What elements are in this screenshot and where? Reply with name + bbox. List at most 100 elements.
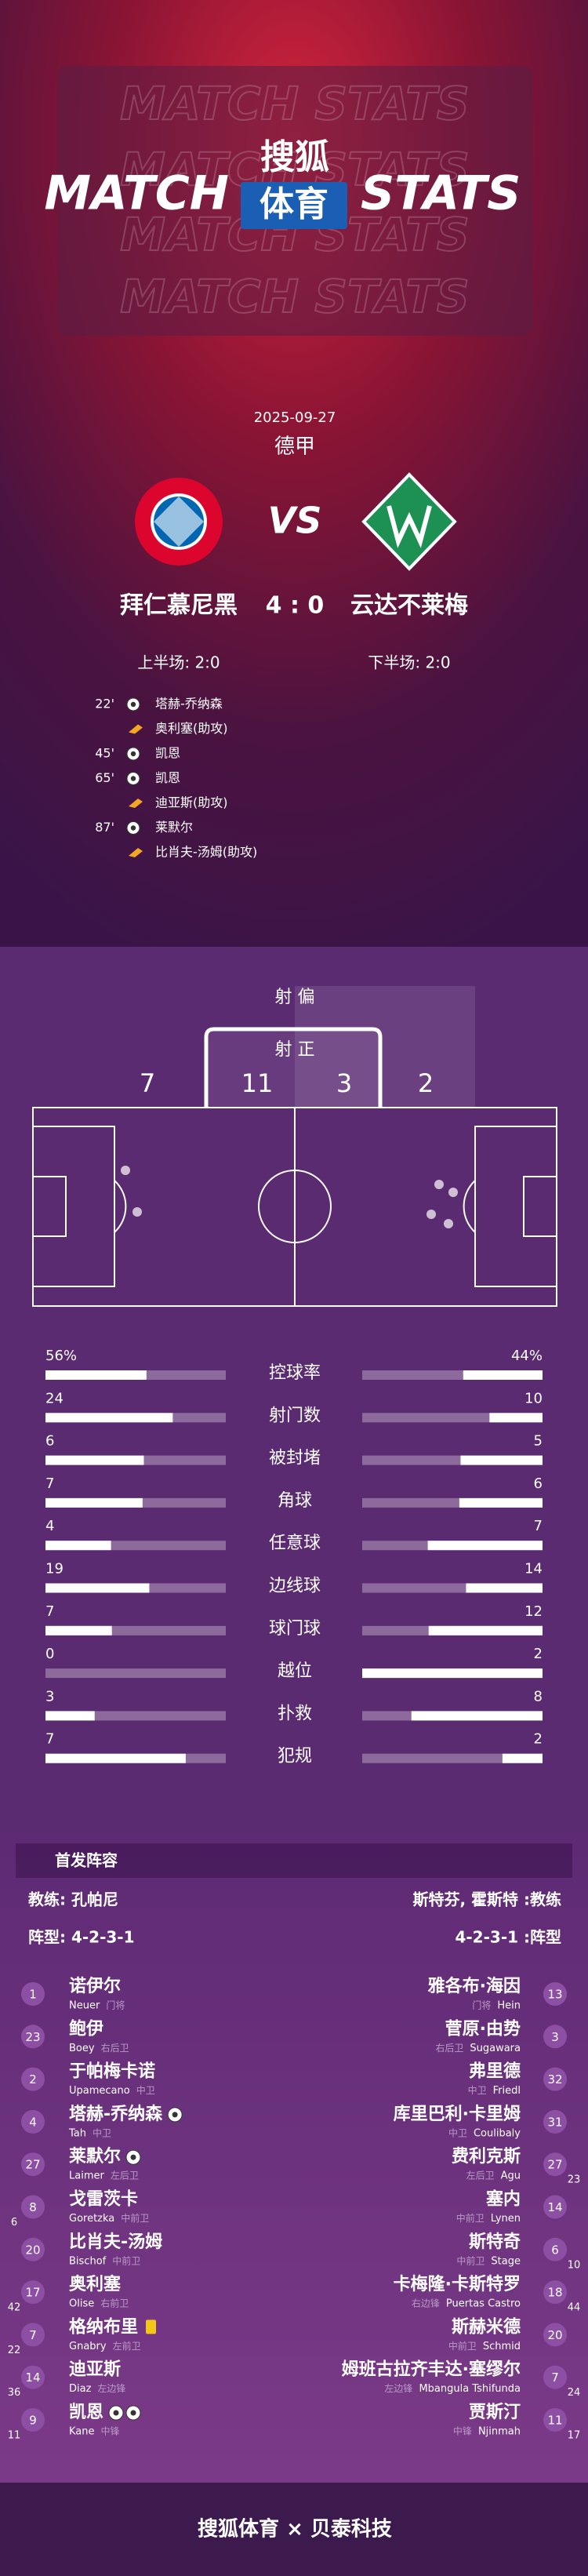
logo-brand: 搜狐: [260, 137, 329, 177]
player-pos: 中前卫: [456, 2254, 485, 2266]
player-pos: 中锋: [101, 2425, 120, 2437]
pitch-line: [33, 1126, 115, 1287]
stat-away: 6: [534, 1475, 543, 1492]
player-en: Coulibaly: [474, 2127, 521, 2139]
assist-icon: [129, 799, 143, 808]
away-bar: [489, 1413, 543, 1423]
event-scorer: 塔赫-乔纳森: [155, 697, 223, 711]
shot-dot: [132, 1207, 142, 1217]
player-pos: 中卫: [448, 2127, 467, 2138]
home-bar: [45, 1541, 111, 1551]
match-date: 2025-09-27: [254, 409, 336, 426]
number-badge: [543, 2365, 567, 2389]
pitch-line: [463, 1180, 476, 1233]
stat-home: 6: [45, 1433, 54, 1450]
player-number: 17: [25, 2286, 40, 2300]
away-bar: [459, 1497, 543, 1508]
away-team: 云达不莱梅: [350, 592, 468, 620]
sub-number: 23: [568, 2174, 581, 2186]
away-bar: [362, 1668, 543, 1679]
away-formation: 4-2-3-1 :阵型: [455, 1928, 561, 1947]
player-pos: 中卫: [93, 2127, 111, 2138]
stat-away: 44%: [511, 1348, 543, 1364]
player-name: 菅原·由势: [445, 2018, 521, 2039]
away-bar: [502, 1753, 543, 1763]
player-en: Puertas Castro: [446, 2298, 521, 2310]
home-team: 拜仁慕尼黑: [120, 592, 238, 620]
player-number: 4: [29, 2115, 37, 2129]
goal-icon-spot: [130, 701, 136, 708]
score: 4 : 0: [266, 592, 325, 620]
away-bar: [411, 1711, 543, 1721]
player-en: Stage: [491, 2255, 521, 2267]
home-bar: [45, 1583, 150, 1593]
logo-left: MATCH: [44, 166, 229, 221]
logo-brand-sub: 体育: [260, 184, 328, 224]
event-minute: 45': [95, 746, 114, 761]
yellow-card: [146, 2319, 157, 2334]
event-minute: 87': [95, 820, 114, 835]
stat-label: 射门数: [269, 1406, 321, 1425]
number-badge: [21, 2280, 45, 2305]
bar-track: [45, 1668, 226, 1679]
player-name: 贾斯汀: [469, 2402, 521, 2422]
player-en: Friedl: [493, 2085, 521, 2097]
stat-home: 7: [45, 1603, 54, 1620]
player-name: 斯赫米德: [452, 2316, 521, 2337]
player-name: 比肖夫-汤姆: [69, 2232, 162, 2252]
number-badge: [21, 2109, 45, 2134]
event-minute: 65': [95, 770, 114, 785]
player-pos: 中前卫: [448, 2340, 477, 2352]
shot-dot: [444, 1219, 453, 1228]
stats-bg: [0, 947, 588, 1833]
stat-away: 5: [534, 1433, 543, 1450]
watermark: MATCH STATS: [120, 77, 469, 130]
player-number: 14: [547, 2200, 562, 2214]
number-badge: [21, 2195, 45, 2219]
pitch-line: [523, 1176, 557, 1237]
player-pos: 右前卫: [100, 2298, 129, 2309]
player-number: 20: [25, 2243, 40, 2257]
pitch-line: [114, 1180, 127, 1233]
assist-icon: [129, 848, 143, 857]
number-badge: [543, 2067, 567, 2091]
home-formation: 阵型: 4-2-3-1: [28, 1928, 135, 1947]
player-pos: 左前卫: [113, 2340, 141, 2352]
player-name: 塞内: [486, 2189, 521, 2210]
stat-label: 任意球: [269, 1534, 321, 1553]
stat-away: 10: [524, 1390, 543, 1406]
sub-number: 44: [568, 2302, 581, 2314]
event-assist: 奥利塞(助攻): [155, 721, 228, 736]
player-pos: 中前卫: [121, 2212, 149, 2224]
number-badge: [543, 2323, 567, 2347]
shot-dot: [426, 1210, 436, 1219]
player-pos: 门将: [106, 1999, 125, 2011]
player-pos: 右后卫: [101, 2042, 129, 2054]
home-bar: [45, 1413, 173, 1423]
stat-label: 控球率: [269, 1363, 321, 1383]
player-number: 2: [29, 2072, 37, 2087]
player-en: Mbangula Tshifunda: [419, 2383, 521, 2395]
away-bar: [428, 1625, 543, 1635]
home-bar: [45, 1753, 186, 1763]
player-number: 23: [25, 2030, 40, 2044]
shot-dot: [448, 1188, 458, 1197]
stat-away: 8: [534, 1688, 543, 1705]
stat-label: 越位: [278, 1661, 312, 1681]
player-name: 迪亚斯: [69, 2360, 121, 2380]
event-scorer: 凯恩: [155, 770, 180, 785]
logo-right: STATS: [361, 166, 521, 221]
player-number: 11: [547, 2414, 562, 2428]
player-number: 20: [547, 2328, 562, 2342]
stat-home: 4: [45, 1518, 54, 1534]
player-number: 7: [29, 2328, 37, 2342]
goal-icon-spot: [130, 751, 136, 757]
player-number: 6: [551, 2243, 559, 2257]
sub-number: 6: [11, 2217, 17, 2229]
player-name: 斯特奇: [469, 2232, 521, 2252]
stat-home: 19: [45, 1561, 64, 1577]
number-badge: [21, 2237, 45, 2261]
player-number: 27: [547, 2158, 562, 2172]
stat-away: 2: [534, 1646, 543, 1662]
number-badge: [21, 2067, 45, 2091]
